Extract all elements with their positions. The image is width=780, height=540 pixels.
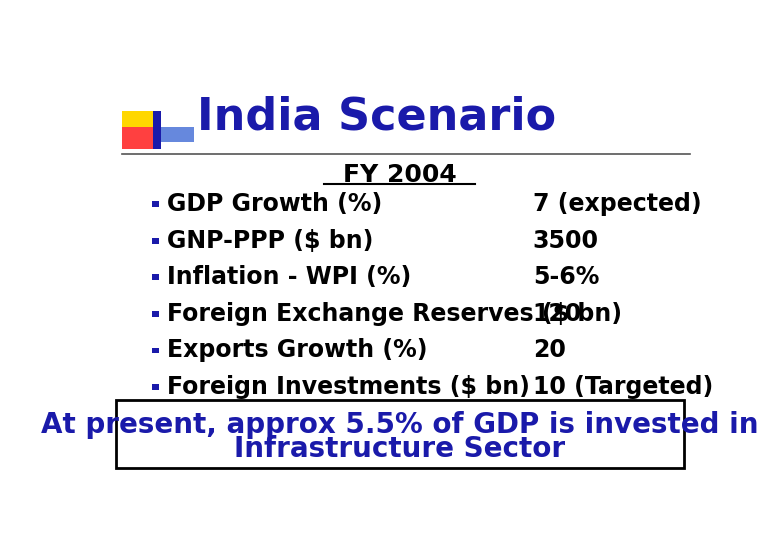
Text: 120: 120	[533, 302, 582, 326]
FancyBboxPatch shape	[122, 111, 157, 136]
Text: 7 (expected): 7 (expected)	[533, 192, 701, 216]
Text: GDP Growth (%): GDP Growth (%)	[167, 192, 382, 216]
Text: 10 (Targeted): 10 (Targeted)	[533, 375, 713, 399]
FancyBboxPatch shape	[152, 238, 159, 244]
Text: Infrastructure Sector: Infrastructure Sector	[234, 435, 566, 463]
FancyBboxPatch shape	[152, 274, 159, 280]
Text: 20: 20	[533, 339, 566, 362]
Text: FY 2004: FY 2004	[343, 163, 456, 187]
Text: GNP-PPP ($ bn): GNP-PPP ($ bn)	[167, 228, 374, 253]
FancyBboxPatch shape	[153, 111, 161, 149]
Text: Inflation - WPI (%): Inflation - WPI (%)	[167, 265, 411, 289]
Text: 5-6%: 5-6%	[533, 265, 599, 289]
Text: India Scenario: India Scenario	[197, 95, 556, 138]
FancyBboxPatch shape	[122, 127, 157, 149]
Text: Foreign Exchange Reserves ($ bn): Foreign Exchange Reserves ($ bn)	[167, 302, 622, 326]
FancyBboxPatch shape	[152, 348, 159, 353]
Text: Exports Growth (%): Exports Growth (%)	[167, 339, 427, 362]
FancyBboxPatch shape	[152, 311, 159, 317]
FancyBboxPatch shape	[152, 384, 159, 390]
FancyBboxPatch shape	[115, 400, 684, 468]
FancyBboxPatch shape	[161, 127, 193, 142]
Text: Foreign Investments ($ bn): Foreign Investments ($ bn)	[167, 375, 530, 399]
FancyBboxPatch shape	[152, 201, 159, 207]
Text: At present, approx 5.5% of GDP is invested in: At present, approx 5.5% of GDP is invest…	[41, 411, 758, 439]
Text: 3500: 3500	[533, 228, 599, 253]
